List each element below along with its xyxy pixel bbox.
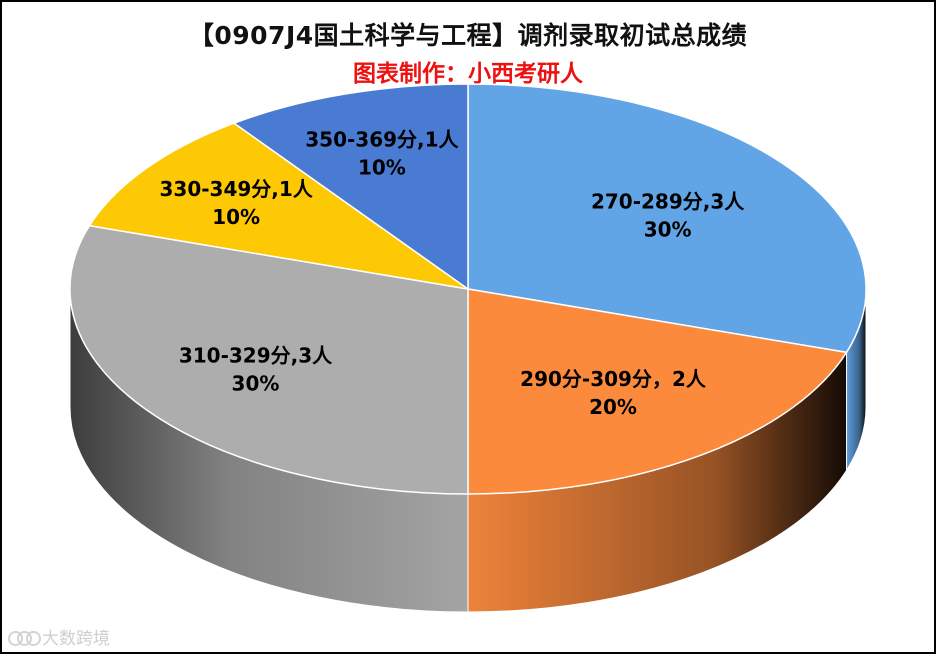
slice-2-290-309-2 [467,288,848,495]
slice-4-label-name: 330-349分,1人 [160,177,314,201]
chart-title: 【0907J4国土科学与工程】调剂录取初试总成绩 [188,21,748,50]
slice-4-label: 330-349分,1人 10% [160,177,314,229]
slice-1-270-289-3 [467,83,867,354]
slice-1-label-name: 270-289分,3人 [591,189,745,213]
slice-3-label-name: 310-329分,3人 [179,344,333,368]
slice-3-label: 310-329分,3人 30% [179,344,333,396]
pie-slices [69,83,867,495]
slice-1-label: 270-289分,3人 30% [591,189,745,241]
slice-5-label-percent: 10% [358,156,406,180]
slice-3-label-percent: 30% [232,372,280,396]
slice-5-label: 350-369分,1人 10% [305,128,459,180]
slice-1-label-percent: 30% [644,217,692,241]
slice-5-350-369-1 [232,83,469,291]
slice-4-330-349-1 [88,122,469,290]
slice-3-310-329-3 [69,224,469,495]
slice-2-label-name: 290分-309分，2人 [520,367,707,391]
slice-4-label-percent: 10% [212,205,260,229]
pie-labels: 270-289分,3人 30% 290分-309分，2人 20% 310-329分,3人… [160,128,746,419]
slice-2-label: 290分-309分，2人 20% [520,367,707,419]
chart-subtitle: 图表制作：小西考研人 [353,61,583,87]
slice-2-label-percent: 20% [589,395,637,419]
slice-5-label-name: 350-369分,1人 [305,128,459,152]
watermark: 大数跨境 [8,624,110,649]
watermark-logo-icon [8,628,41,646]
watermark-text: 大数跨境 [42,629,110,649]
